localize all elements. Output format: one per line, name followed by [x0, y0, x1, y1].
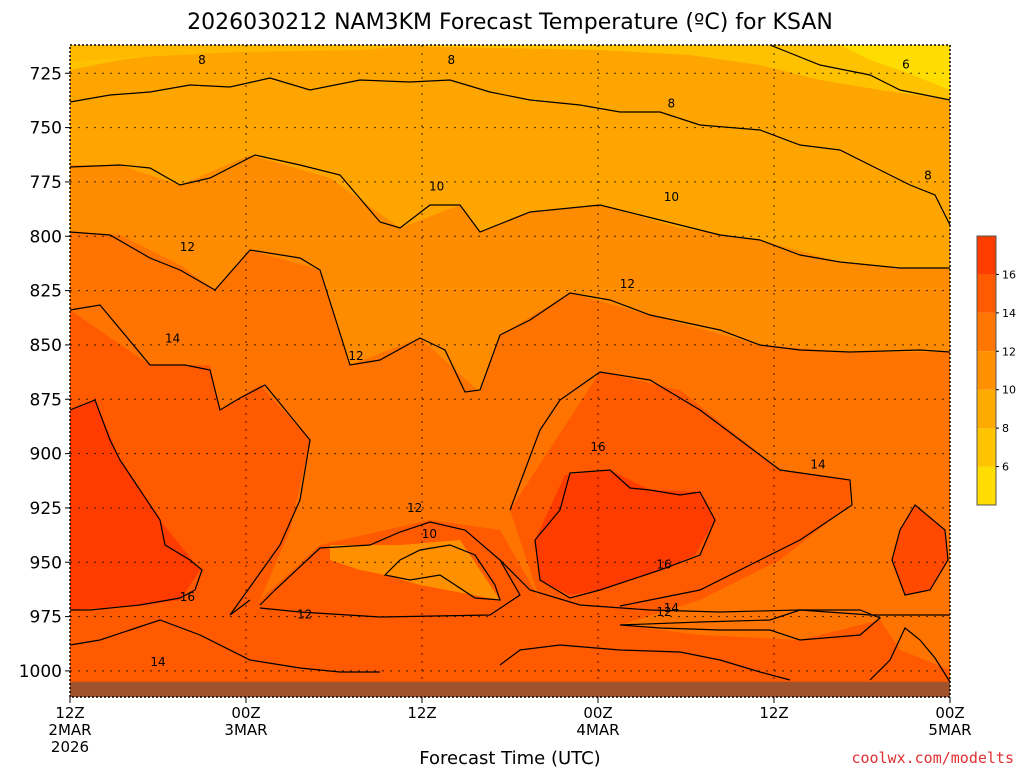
- colorbar-segment: [977, 312, 996, 352]
- colorbar-segment: [977, 236, 996, 275]
- chart-title: 2026030212 NAM3KM Forecast Temperature (…: [187, 10, 833, 35]
- contour-label: 16: [656, 557, 671, 571]
- contour-14-center: [509, 371, 853, 607]
- contour-16-left: [69, 399, 203, 611]
- surface-band: [70, 681, 950, 697]
- temperature-bands: [70, 45, 950, 697]
- contour-labels: 8868810101212121416141210161614121214: [150, 53, 932, 669]
- band-6-8: [70, 45, 950, 100]
- band-16-right: [892, 505, 948, 595]
- contour-label: 8: [448, 53, 456, 67]
- contour-8: [69, 77, 951, 226]
- contour-14-right-bottom: [869, 627, 951, 683]
- y-tick-label: 850: [30, 336, 62, 356]
- band-14-16: [70, 310, 950, 697]
- contour-label: 8: [924, 168, 932, 182]
- x-tick-label: 00Z: [583, 704, 612, 722]
- contour-label: 14: [810, 457, 825, 471]
- contour-label: 14: [664, 601, 679, 615]
- contour-label: 10: [422, 527, 437, 541]
- x-tick-label: 4MAR: [576, 721, 619, 739]
- contour-label: 14: [150, 655, 165, 669]
- y-tick-label: 825: [30, 282, 62, 302]
- credit-text[interactable]: coolwx.com/modelts: [851, 749, 1014, 767]
- colorbar-tick-label: 12: [1002, 345, 1016, 358]
- contour-16-center: [534, 469, 716, 599]
- colorbar-segment: [977, 466, 996, 505]
- contour-label: 12: [297, 607, 312, 621]
- plot-frame: [69, 44, 951, 698]
- colorbar-segment: [977, 389, 996, 429]
- contour-label: 8: [668, 97, 676, 111]
- contour-12-right: [619, 609, 882, 641]
- contour-label: 16: [180, 590, 195, 604]
- contour-12-lower: [259, 521, 521, 618]
- x-tick-label: 2MAR: [48, 721, 91, 739]
- y-tick-label: 1000: [19, 662, 62, 682]
- y-tick-label: 925: [30, 499, 62, 519]
- y-tick-label: 725: [30, 64, 62, 84]
- contour-label: 12: [348, 349, 363, 363]
- contour-label: 16: [590, 440, 605, 454]
- contour-12-bottom: [499, 644, 791, 681]
- colorbar-tick-label: 10: [1002, 384, 1016, 397]
- y-tick-label: 800: [30, 227, 62, 247]
- x-tick-label: 3MAR: [224, 721, 267, 739]
- x-tick-label: 00Z: [231, 704, 260, 722]
- y-tick-label: 875: [30, 390, 62, 410]
- colorbar-segment: [977, 351, 996, 390]
- contour-label: 10: [664, 190, 679, 204]
- contour-label: 12: [180, 240, 195, 254]
- contour-16-right: [891, 504, 949, 596]
- contour-label: 12: [656, 605, 671, 619]
- contour-label: 10: [429, 179, 444, 193]
- colorbar-frame: [976, 235, 997, 506]
- x-tick-label: 2026: [51, 738, 89, 756]
- contour-label: 8: [198, 53, 206, 67]
- contour-6: [769, 44, 951, 101]
- band-16-18-left: [70, 400, 200, 610]
- contour-label: 12: [620, 277, 635, 291]
- band-16-18-center: [535, 470, 715, 595]
- contour-12: [69, 231, 951, 393]
- band-6-8-left: [70, 45, 420, 62]
- x-tick-label: 00Z: [935, 704, 964, 722]
- contour-10: [69, 154, 950, 269]
- contour-label: 14: [165, 331, 180, 345]
- colorbar-tick-label: 14: [1002, 307, 1016, 320]
- gridlines: [70, 45, 950, 697]
- plot-area: 8868810101212121416141210161614121214: [69, 44, 951, 698]
- band-4-6: [840, 45, 950, 90]
- y-tick-label: 775: [30, 173, 62, 193]
- colorbar-tick-label: 6: [1002, 461, 1009, 474]
- colorbar: 6 8 10 12 14 16: [976, 235, 1016, 506]
- colorbar-tick-label: 8: [1002, 422, 1009, 435]
- contour-10-inner: [383, 544, 501, 601]
- x-axis-label: Forecast Time (UTC): [419, 748, 600, 768]
- contour-14-lower: [499, 559, 950, 616]
- y-tick-label: 750: [30, 119, 62, 139]
- y-tick-label: 950: [30, 553, 62, 573]
- y-tick-label: 900: [30, 445, 62, 465]
- x-tick-label: 12Z: [759, 704, 788, 722]
- y-tick-label: 975: [30, 608, 62, 628]
- colorbar-tick-label: 16: [1002, 268, 1016, 281]
- colorbar-segment: [977, 428, 996, 467]
- x-tick-label: 5MAR: [928, 721, 971, 739]
- x-tick-label: 12Z: [55, 704, 84, 722]
- x-tick-label: 12Z: [407, 704, 436, 722]
- contour-14-left: [69, 304, 311, 616]
- contour-label: 12: [407, 501, 422, 515]
- band-10-12-inner: [330, 540, 500, 600]
- y-axis: 725 750 775 800 825 850 875 900 925 950 975 1000: [19, 64, 70, 682]
- contour-label: 6: [902, 58, 910, 72]
- colorbar-segment: [977, 274, 996, 313]
